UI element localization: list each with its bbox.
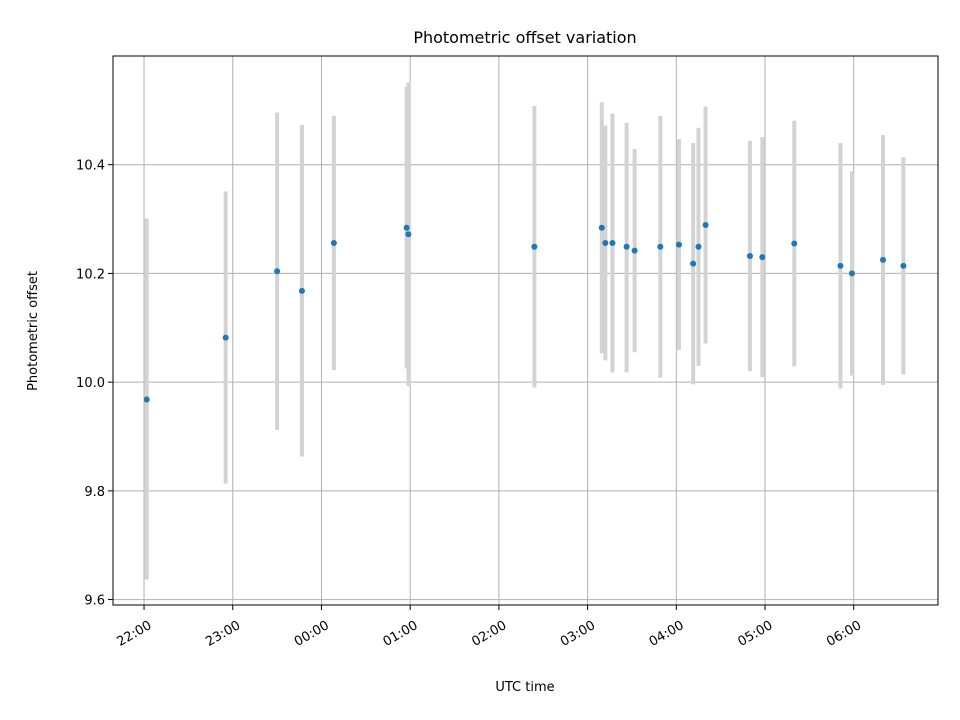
data-point (791, 240, 798, 247)
data-point (222, 334, 229, 341)
data-point (702, 222, 709, 229)
data-point (403, 224, 410, 231)
data-point (143, 396, 150, 403)
y-axis-ticks: 9.6 9.8 10.0 10.2 10.4 (76, 159, 113, 609)
data-point (695, 243, 702, 250)
y-tick-label: 10.4 (76, 159, 105, 174)
y-tick-label: 10.2 (76, 267, 105, 282)
data-point (405, 231, 412, 238)
data-point (657, 243, 664, 250)
data-point (602, 239, 609, 246)
data-point (598, 224, 605, 231)
x-axis-label: UTC time (495, 680, 554, 695)
y-tick-label: 9.6 (84, 594, 105, 609)
data-points (143, 222, 907, 403)
y-tick-label: 9.8 (84, 485, 105, 500)
data-point (631, 247, 638, 254)
data-point (837, 262, 844, 269)
data-point (848, 270, 855, 277)
y-tick-label: 10.0 (76, 376, 105, 391)
data-point (298, 287, 305, 294)
data-point (623, 243, 630, 250)
y-axis-label: Photometric offset (26, 271, 41, 391)
plot-frame (112, 55, 939, 606)
data-point (690, 260, 697, 267)
data-point (746, 253, 753, 260)
data-point (880, 256, 886, 263)
grid (113, 56, 938, 605)
data-point (609, 239, 616, 246)
data-point (330, 239, 337, 246)
data-point (675, 241, 682, 248)
data-point (274, 268, 281, 275)
data-point (900, 262, 907, 269)
data-point (531, 243, 538, 250)
chart-title: Photometric offset variation (413, 28, 636, 47)
data-point (759, 254, 766, 261)
